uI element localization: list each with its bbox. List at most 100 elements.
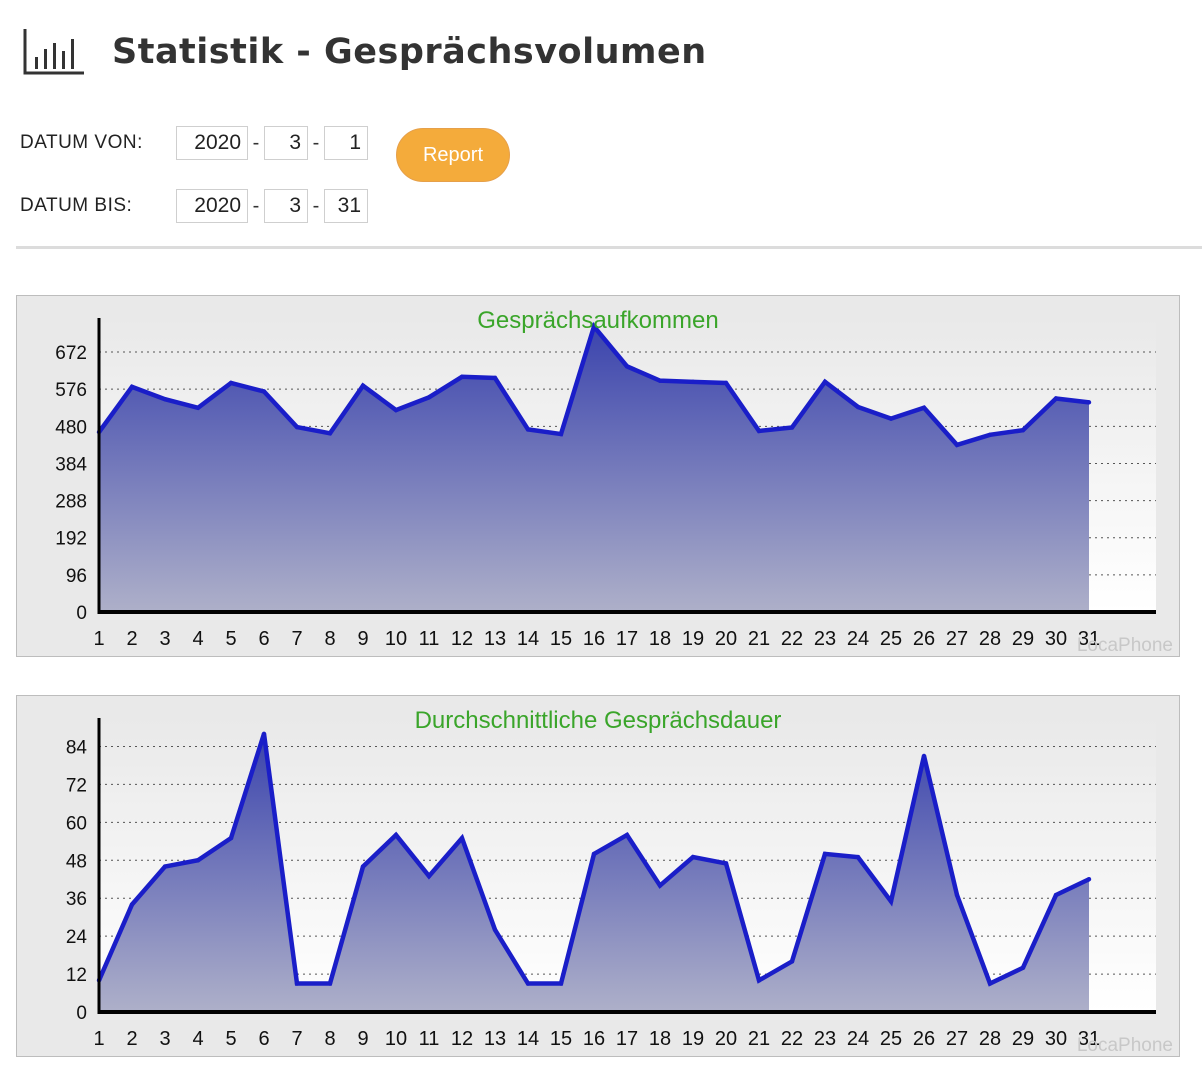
x-tick-label: 17	[616, 628, 638, 650]
data-point	[756, 428, 762, 434]
x-tick-label: 12	[451, 1028, 473, 1050]
divider	[16, 246, 1202, 249]
x-tick-label: 17	[616, 1028, 638, 1050]
date-to-label: DATUM BIS:	[20, 195, 133, 216]
date-to-year-field[interactable]: 2020	[176, 189, 248, 223]
date-separator: -	[312, 131, 320, 154]
y-tick-label: 192	[55, 529, 87, 550]
x-tick-label: 25	[880, 1028, 902, 1050]
x-tick-label: 3	[159, 628, 170, 650]
data-point	[327, 431, 333, 436]
x-tick-label: 19	[682, 628, 704, 650]
x-tick-label: 24	[847, 1028, 869, 1050]
avg-duration-chart: 0 12 24 36 48 60 72 84 1 2 3 4 5 6 7 8 9 10 11 12 13 14 15 16 17…	[16, 695, 1180, 1057]
x-tick-label: 1	[93, 1028, 104, 1050]
data-point	[162, 864, 168, 869]
x-tick-label: 25	[880, 628, 902, 650]
data-point	[822, 379, 828, 385]
call-volume-chart: 0 96 192 288 384 480 576 672 1 2 3 4 5 6 7 8 9 10 11 12 13 14…	[16, 295, 1180, 657]
report-button[interactable]: Report	[396, 128, 510, 182]
x-tick-label: 31	[1078, 1028, 1100, 1050]
x-tick-label: 1	[93, 628, 104, 650]
data-point	[129, 902, 135, 907]
x-tick-label: 23	[814, 1028, 836, 1050]
date-from-year-field[interactable]: 2020	[176, 126, 248, 160]
data-point	[954, 892, 960, 898]
y-tick-label: 480	[55, 417, 87, 438]
x-tick-label: 30	[1045, 628, 1067, 650]
data-point	[360, 864, 366, 869]
data-point	[789, 959, 795, 964]
data-point	[261, 389, 267, 394]
data-point	[558, 981, 564, 986]
y-tick-label: 12	[66, 965, 87, 986]
series-area	[99, 733, 1089, 1012]
date-from-month-field[interactable]: 3	[264, 126, 308, 160]
x-tick-label: 20	[715, 628, 737, 650]
x-tick-label: 19	[682, 1028, 704, 1050]
y-tick-label: 72	[66, 775, 87, 796]
page-header: Statistik - Gesprächsvolumen	[22, 22, 707, 82]
data-point	[624, 832, 630, 838]
x-tick-label: 26	[913, 628, 935, 650]
x-tick-label: 26	[913, 1028, 935, 1050]
y-tick-label: 48	[66, 851, 87, 872]
date-to-day-field[interactable]: 31	[324, 189, 368, 223]
x-tick-label: 14	[517, 1028, 539, 1050]
data-point	[360, 383, 366, 388]
x-tick-label: 21	[748, 628, 770, 650]
data-point	[855, 854, 861, 860]
x-tick-label: 29	[1012, 1028, 1034, 1050]
data-point	[228, 835, 234, 841]
data-point	[723, 380, 729, 386]
date-from-day-field[interactable]: 1	[324, 126, 368, 160]
date-from-label: DATUM VON:	[20, 132, 143, 153]
date-separator: -	[252, 131, 260, 154]
data-point	[690, 379, 696, 385]
y-tick-label: 96	[66, 566, 87, 587]
x-tick-label: 21	[748, 1028, 770, 1050]
x-tick-label: 24	[847, 628, 869, 650]
y-tick-label: 36	[66, 889, 87, 910]
x-tick-label: 3	[159, 1028, 170, 1050]
data-point	[426, 873, 432, 879]
x-tick-label: 13	[484, 628, 506, 650]
data-point	[888, 416, 894, 421]
data-point	[822, 851, 828, 857]
data-point	[492, 375, 498, 381]
data-point	[327, 981, 333, 986]
data-point	[591, 851, 597, 857]
x-tick-label: 11	[419, 628, 440, 650]
x-tick-label: 30	[1045, 1028, 1067, 1050]
y-tick-label: 24	[66, 927, 88, 948]
x-tick-label: 20	[715, 1028, 737, 1050]
x-tick-label: 2	[126, 628, 137, 650]
x-tick-label: 8	[324, 1028, 335, 1050]
data-point	[393, 832, 399, 838]
x-tick-label: 5	[225, 1028, 236, 1050]
x-tick-label: 4	[192, 1028, 203, 1050]
data-point	[1086, 877, 1092, 882]
y-tick-label: 576	[55, 380, 87, 401]
data-point	[855, 404, 861, 410]
data-point	[723, 861, 729, 866]
y-tick-label: 0	[76, 603, 87, 624]
data-point	[987, 981, 993, 986]
date-to-month-field[interactable]: 3	[264, 189, 308, 223]
data-point	[459, 835, 465, 841]
x-tick-label: 4	[192, 628, 203, 650]
y-tick-label: 672	[55, 343, 87, 364]
data-point	[195, 405, 201, 410]
data-point	[789, 425, 795, 430]
y-tick-label: 0	[76, 1003, 87, 1024]
x-tick-label: 11	[419, 1028, 440, 1050]
x-tick-label: 14	[517, 628, 539, 650]
data-point	[657, 378, 663, 383]
chart-title: Durchschnittliche Gesprächsdauer	[415, 707, 782, 734]
x-tick-label: 27	[946, 628, 968, 650]
x-tick-label: 7	[291, 1028, 302, 1050]
data-point	[162, 397, 168, 402]
y-tick-label: 288	[55, 492, 87, 513]
data-point	[921, 405, 927, 410]
